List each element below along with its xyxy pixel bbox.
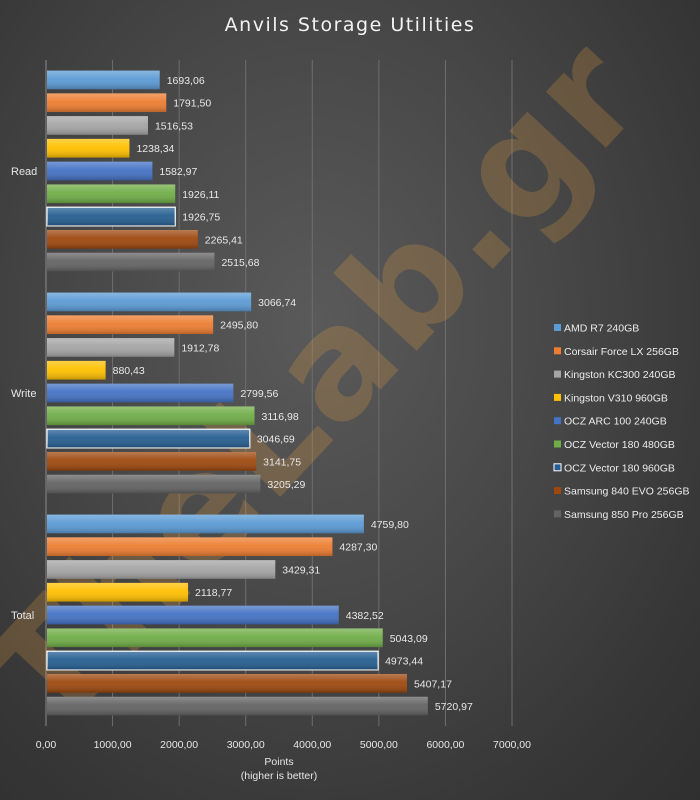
bar-shade — [47, 315, 214, 335]
legend-swatch — [554, 370, 561, 378]
legend-swatch — [554, 440, 561, 448]
data-label: 3205,29 — [267, 479, 305, 491]
data-label: 5720,97 — [435, 701, 473, 713]
legend-entry: Samsung 840 EVO 256GB — [564, 486, 690, 498]
data-label: 3046,69 — [257, 434, 295, 446]
x-tick-label: 3000,00 — [227, 739, 265, 751]
data-label: 4759,80 — [371, 519, 409, 531]
bar-shade — [47, 537, 333, 557]
legend-entry: OCZ ARC 100 240GB — [564, 416, 667, 428]
data-label: 880,43 — [113, 365, 145, 377]
bar-shade — [47, 605, 339, 625]
x-tick-label: 6000,00 — [426, 739, 464, 751]
legend-swatch — [554, 347, 561, 355]
x-tick-label: 7000,00 — [493, 739, 531, 751]
x-tick-label: 1000,00 — [94, 739, 132, 751]
category-labels: Read Write Total — [11, 166, 37, 622]
legend-swatch — [554, 417, 561, 425]
data-label: 1912,78 — [181, 342, 219, 354]
data-label: 1926,11 — [182, 189, 219, 201]
bar-shade — [47, 252, 215, 272]
x-tick-labels: 0,00 1000,00 2000,00 3000,00 4000,00 5000,00 6… — [36, 739, 531, 751]
bar-shade — [47, 138, 130, 158]
bar-shade — [47, 406, 255, 426]
bar-shade — [47, 696, 428, 716]
bar-shade — [47, 161, 153, 181]
data-label: 4973,44 — [385, 656, 423, 668]
legend-swatch — [554, 510, 561, 518]
legend-swatch — [554, 487, 561, 495]
x-axis-subtitle: (higher is better) — [241, 770, 317, 782]
legend-entry: OCZ Vector 180 480GB — [564, 439, 675, 451]
bar-shade — [47, 628, 383, 648]
data-label: 3429,31 — [282, 564, 320, 576]
data-label: 1238,34 — [136, 143, 174, 155]
x-tick-label: 0,00 — [36, 739, 57, 751]
data-label: 1791,50 — [173, 98, 211, 110]
bar-shade — [47, 474, 261, 494]
category-label-read: Read — [11, 166, 37, 178]
legend-entry: Kingston V310 960GB — [564, 392, 668, 404]
bar-shade — [47, 229, 198, 249]
x-tick-label: 2000,00 — [160, 739, 198, 751]
x-tick-label: 4000,00 — [293, 739, 331, 751]
category-label-write: Write — [11, 388, 36, 400]
bar-shade — [47, 582, 189, 602]
legend-entry: Kingston KC300 240GB — [564, 369, 676, 381]
bar-shade — [47, 383, 234, 403]
legend-swatch — [553, 463, 562, 472]
data-label: 1693,06 — [167, 75, 205, 87]
data-label: 3116,98 — [262, 411, 299, 423]
bar-shade — [47, 451, 257, 471]
x-tick-label: 5000,00 — [360, 739, 398, 751]
bars-group: 1693,06 1791,50 1516,53 1238,34 1582,97 1926,… — [46, 70, 473, 716]
category-label-total: Total — [11, 610, 34, 622]
data-label: 4382,52 — [346, 610, 384, 622]
data-label: 2799,56 — [240, 388, 278, 400]
bar-shade — [47, 514, 364, 534]
bar-shade — [47, 673, 407, 693]
chart-title: Anvils Storage Utilities — [225, 14, 476, 36]
data-label: 3066,74 — [258, 297, 296, 309]
x-axis-title: Points — [264, 756, 293, 768]
legend: AMD R7 240GB Corsair Force LX 256GB Kingst… — [553, 323, 690, 521]
bar-shade — [47, 116, 148, 135]
data-label: 2495,80 — [220, 320, 258, 332]
bar-shade — [47, 560, 276, 579]
data-label: 1926,75 — [182, 212, 220, 224]
bar-shade — [47, 651, 379, 670]
bar-shade — [47, 338, 175, 357]
data-label: 4287,30 — [339, 542, 377, 554]
data-label: 2118,77 — [195, 587, 232, 599]
bar-shade — [47, 429, 250, 448]
data-label: 2515,68 — [221, 257, 259, 269]
bar-shade — [47, 184, 176, 204]
data-label: 1516,53 — [155, 120, 193, 132]
data-label: 1582,97 — [159, 166, 197, 178]
legend-entry: AMD R7 240GB — [564, 323, 639, 335]
legend-entry: Corsair Force LX 256GB — [564, 346, 679, 358]
bar-shade — [47, 93, 167, 113]
data-label: 5407,17 — [414, 678, 452, 690]
data-label: 3141,75 — [263, 456, 301, 468]
bar-shade — [47, 360, 106, 380]
data-label: 2265,41 — [205, 234, 243, 246]
bar-shade — [47, 70, 160, 90]
legend-entry: OCZ Vector 180 960GB — [564, 462, 675, 474]
legend-entry: Samsung 850 Pro 256GB — [564, 509, 684, 521]
bar-shade — [47, 207, 176, 226]
bar-shade — [47, 292, 252, 312]
data-label: 5043,09 — [390, 633, 428, 645]
legend-swatch — [554, 393, 561, 401]
legend-swatch — [554, 324, 561, 331]
